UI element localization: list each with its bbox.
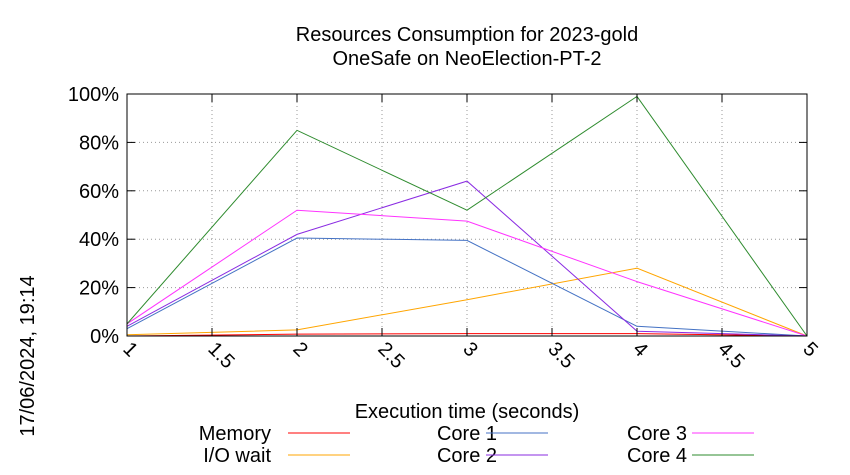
series-line-core-4 bbox=[126, 95, 808, 337]
x-tick-label: 3.5 bbox=[543, 338, 578, 373]
series-line-i-o-wait bbox=[126, 267, 808, 337]
legend-label: Memory bbox=[199, 423, 271, 445]
timestamp-label: 17/06/2024, 19:14 bbox=[17, 275, 39, 436]
legend-label: I/O wait bbox=[203, 445, 271, 467]
x-tick-label: 4.5 bbox=[713, 338, 748, 373]
x-tick-label: 2 bbox=[288, 338, 311, 361]
x-tick-label: 1.5 bbox=[203, 338, 238, 373]
x-tick-label: 1 bbox=[118, 338, 141, 361]
x-tick-label: 4 bbox=[628, 338, 651, 361]
y-tick-label: 100% bbox=[68, 84, 119, 106]
chart-title-line-2: OneSafe on NeoElection-PT-2 bbox=[332, 48, 601, 70]
series-line-core-1 bbox=[126, 237, 808, 337]
x-axis-label: Execution time (seconds) bbox=[355, 401, 580, 423]
grid bbox=[127, 94, 807, 336]
series-line-core-3 bbox=[126, 209, 808, 337]
series-line-core-2 bbox=[126, 180, 808, 337]
y-tick-label: 20% bbox=[79, 278, 119, 300]
legend-label: Core 1 bbox=[437, 423, 497, 445]
x-tick-label: 5 bbox=[798, 338, 821, 361]
series-lines bbox=[126, 95, 808, 337]
y-axis-ticks: 0% 20% 40% 60% 80% 100% bbox=[68, 84, 807, 348]
legend-label: Core 2 bbox=[437, 445, 497, 467]
y-tick-label: 40% bbox=[79, 229, 119, 251]
x-tick-label: 2.5 bbox=[373, 338, 408, 373]
legend-label: Core 4 bbox=[627, 445, 687, 467]
chart-title-line-1: Resources Consumption for 2023-gold bbox=[296, 24, 638, 46]
legend-label: Core 3 bbox=[627, 423, 687, 445]
x-tick-label: 3 bbox=[458, 338, 481, 361]
y-tick-label: 80% bbox=[79, 132, 119, 154]
y-tick-label: 0% bbox=[90, 326, 119, 348]
y-tick-label: 60% bbox=[79, 181, 119, 203]
